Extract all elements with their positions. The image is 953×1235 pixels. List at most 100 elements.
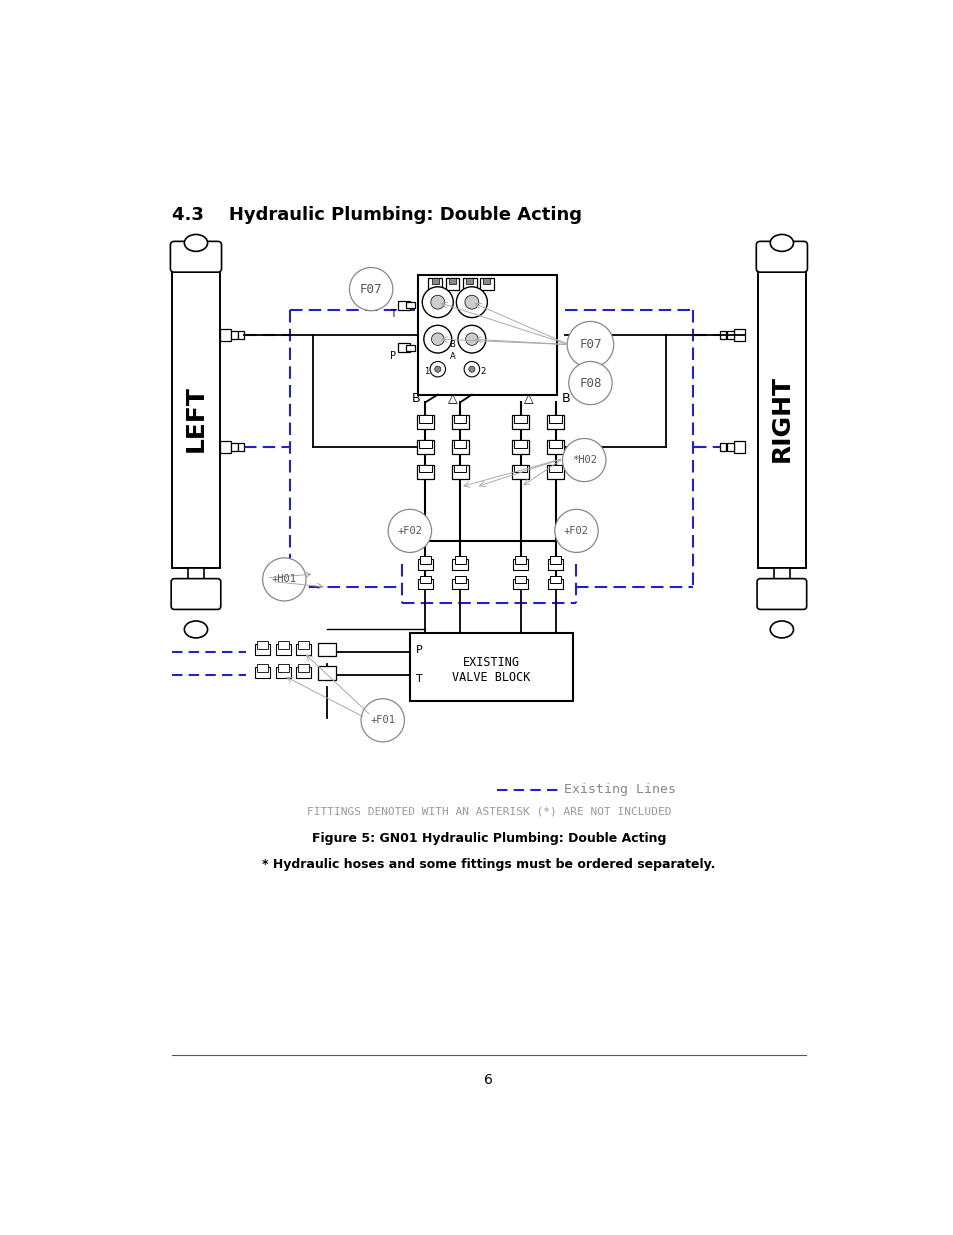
Text: FITTINGS DENOTED WITH AN ASTERISK (*) ARE NOT INCLUDED: FITTINGS DENOTED WITH AN ASTERISK (*) AR… — [306, 806, 671, 816]
Bar — [479, 278, 493, 290]
Bar — [452, 579, 468, 589]
Text: 6: 6 — [484, 1073, 493, 1087]
Text: RIGHT: RIGHT — [769, 375, 793, 462]
Bar — [257, 641, 268, 648]
Bar — [547, 579, 562, 589]
Bar — [515, 576, 525, 583]
FancyBboxPatch shape — [171, 241, 221, 272]
Bar — [720, 331, 725, 340]
Bar — [549, 464, 561, 472]
Bar — [513, 579, 528, 589]
Circle shape — [568, 362, 612, 405]
Bar — [546, 464, 563, 478]
Text: P: P — [390, 351, 395, 361]
Text: 1: 1 — [424, 367, 429, 375]
Bar — [549, 415, 561, 424]
Bar — [452, 559, 468, 571]
Bar — [220, 441, 231, 453]
Bar — [257, 664, 268, 672]
Bar — [454, 440, 466, 448]
Circle shape — [567, 321, 613, 368]
Text: P: P — [416, 645, 422, 656]
Circle shape — [360, 699, 404, 742]
Bar — [465, 278, 473, 284]
Text: * Hydraulic hoses and some fittings must be ordered separately.: * Hydraulic hoses and some fittings must… — [262, 858, 715, 871]
Bar — [419, 576, 431, 583]
Bar — [452, 415, 468, 430]
Circle shape — [555, 509, 598, 552]
Text: B: B — [561, 391, 570, 405]
Bar — [455, 576, 465, 583]
Text: VALVE BLOCK: VALVE BLOCK — [452, 672, 530, 684]
Bar — [417, 559, 433, 571]
Bar — [237, 331, 244, 340]
Bar — [275, 645, 291, 655]
Bar — [275, 667, 291, 678]
Bar — [454, 415, 466, 424]
Bar — [513, 559, 528, 571]
Bar — [231, 331, 237, 340]
Bar — [514, 415, 526, 424]
Ellipse shape — [769, 235, 793, 252]
Bar — [431, 278, 439, 284]
Bar — [172, 270, 220, 568]
Text: Existing Lines: Existing Lines — [563, 783, 676, 797]
Bar — [550, 576, 560, 583]
Text: △: △ — [447, 391, 456, 405]
Bar — [397, 300, 410, 310]
Bar — [547, 559, 562, 571]
Bar — [295, 667, 311, 678]
Bar — [419, 556, 431, 564]
Text: F08: F08 — [578, 377, 601, 389]
Bar — [220, 330, 231, 341]
Bar — [514, 440, 526, 448]
Bar — [416, 464, 434, 478]
Bar — [512, 440, 529, 454]
Bar — [454, 464, 466, 472]
Bar — [295, 645, 311, 655]
Text: *H02: *H02 — [571, 454, 597, 466]
Bar — [546, 440, 563, 454]
Bar — [298, 641, 309, 648]
Circle shape — [456, 287, 487, 317]
Bar — [733, 330, 744, 341]
Circle shape — [422, 287, 453, 317]
Bar — [455, 556, 465, 564]
Bar — [515, 556, 525, 564]
Bar — [428, 278, 442, 290]
Bar — [757, 270, 805, 568]
Circle shape — [431, 295, 444, 309]
Bar — [452, 464, 468, 478]
Bar — [550, 556, 560, 564]
Bar — [231, 443, 237, 451]
Bar — [254, 667, 270, 678]
Circle shape — [423, 325, 452, 353]
Text: 2: 2 — [479, 367, 485, 375]
Text: △: △ — [523, 391, 533, 405]
Bar — [418, 440, 431, 448]
FancyBboxPatch shape — [756, 241, 806, 272]
Text: A: A — [449, 352, 455, 361]
Bar — [406, 345, 415, 351]
Bar — [549, 440, 561, 448]
Bar — [514, 464, 526, 472]
Bar — [410, 634, 572, 701]
Text: LEFT: LEFT — [184, 385, 208, 452]
Bar — [317, 642, 335, 656]
Bar — [406, 303, 415, 309]
Circle shape — [349, 268, 393, 311]
Bar — [482, 278, 490, 284]
Bar — [418, 415, 431, 424]
Bar — [418, 464, 431, 472]
Ellipse shape — [184, 621, 208, 638]
Bar — [278, 664, 289, 672]
Text: F07: F07 — [359, 283, 382, 295]
Bar — [733, 441, 744, 453]
Bar — [254, 645, 270, 655]
Bar — [317, 666, 335, 679]
Circle shape — [430, 362, 445, 377]
Bar — [237, 443, 244, 451]
Circle shape — [465, 333, 477, 346]
Bar — [448, 278, 456, 284]
Text: F07: F07 — [578, 338, 601, 351]
